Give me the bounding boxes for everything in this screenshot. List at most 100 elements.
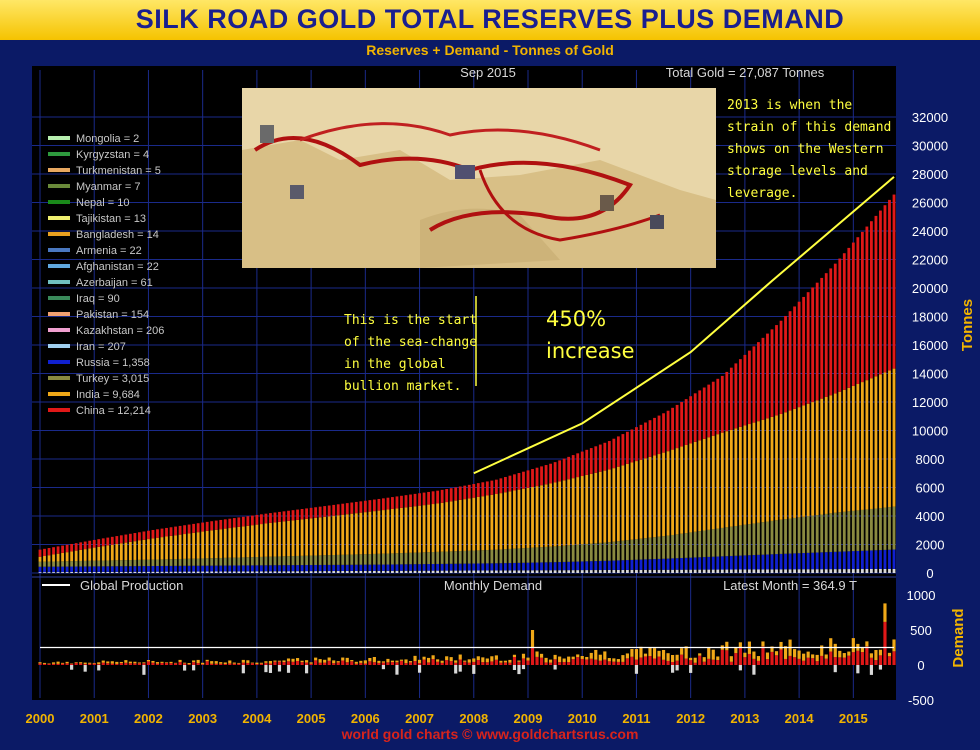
bar-others — [585, 570, 589, 573]
monthly-bar-china — [268, 663, 273, 665]
bar-india — [106, 545, 110, 561]
monthly-bar-china — [783, 658, 788, 665]
monthly-bar-india — [413, 655, 417, 661]
monthly-bar-china — [860, 652, 864, 665]
date-label: Sep 2015 — [460, 65, 516, 80]
bar-russia — [553, 562, 557, 571]
bar-russia — [368, 564, 372, 571]
monthly-bar-china — [761, 646, 765, 665]
monthly-bar-china — [205, 661, 209, 665]
bar-others — [770, 569, 774, 573]
bar-turkey — [892, 506, 896, 550]
bar-turkey — [350, 554, 354, 565]
y-tick-label: 4000 — [916, 509, 945, 524]
bar-others — [761, 569, 765, 573]
bar-china — [671, 407, 674, 450]
monthly-bar-china — [603, 659, 607, 665]
monthly-bar-india — [51, 662, 56, 664]
bar-turkey — [738, 525, 742, 556]
bar-india — [309, 518, 313, 556]
bar-turkey — [52, 561, 55, 567]
monthly-bar-india — [603, 651, 607, 660]
monthly-bar-india — [594, 649, 598, 660]
bar-russia — [147, 566, 150, 572]
bar-others — [43, 572, 46, 573]
bar-india — [282, 521, 286, 557]
bar-china — [693, 393, 697, 442]
bar-russia — [494, 563, 498, 571]
bar-turkey — [413, 552, 417, 565]
bar-turkey — [544, 546, 548, 563]
monthly-bar-china — [363, 663, 367, 665]
bar-turkey — [472, 550, 476, 564]
bar-turkey — [124, 560, 128, 567]
bar-russia — [639, 559, 643, 570]
bar-russia — [580, 561, 584, 571]
bar-china — [101, 538, 105, 547]
bar-others — [494, 570, 498, 573]
demand-axis-label: Demand — [950, 608, 967, 667]
monthly-bar-china — [354, 663, 358, 665]
monthly-bar-china — [445, 660, 449, 665]
bar-russia — [305, 565, 308, 572]
bar-russia — [513, 562, 516, 571]
x-tick-label: 2004 — [242, 711, 272, 726]
monthly-bar-india — [350, 660, 354, 662]
bar-others — [449, 570, 453, 573]
bar-china — [214, 520, 218, 530]
monthly-bar-china — [70, 663, 74, 665]
monthly-bar-china — [386, 662, 390, 665]
monthly-bar-india — [512, 654, 517, 658]
monthly-bar-india — [101, 660, 105, 663]
monthly-bar-india — [499, 660, 503, 663]
monthly-bar-china — [598, 660, 602, 665]
bar-others — [282, 571, 286, 573]
bar-turkey — [305, 555, 308, 566]
bar-others — [260, 571, 263, 573]
bar-turkey — [824, 513, 828, 553]
monthly-bar-india — [83, 662, 87, 665]
bar-others — [119, 571, 123, 573]
bar-china — [92, 539, 96, 548]
bar-russia — [770, 554, 774, 570]
bar-others — [345, 570, 349, 573]
bar-india — [79, 549, 83, 561]
monthly-bar-china — [295, 660, 300, 665]
bar-russia — [463, 563, 467, 571]
monthly-bar-china — [472, 661, 476, 665]
bar-turkey — [485, 550, 489, 564]
bar-others — [571, 570, 575, 573]
total-label: Total Gold = 27,087 Tonnes — [666, 65, 825, 80]
monthly-bar-negative — [192, 665, 196, 671]
monthly-bar-india — [92, 662, 96, 664]
bar-china — [888, 199, 891, 371]
monthly-bar-negative — [869, 665, 873, 675]
bar-china — [567, 456, 571, 480]
monthly-bar-india — [183, 662, 187, 664]
bar-turkey — [702, 530, 706, 558]
bar-china — [806, 292, 810, 404]
bar-russia — [187, 565, 191, 572]
monthly-demand-label: Monthly Demand — [444, 578, 542, 593]
bar-china — [264, 513, 268, 524]
monthly-bar-india — [264, 661, 268, 663]
monthly-bar-china — [377, 662, 381, 665]
bar-others — [576, 570, 580, 573]
monthly-bar-china — [711, 659, 715, 665]
bar-china — [241, 516, 245, 527]
bar-china — [61, 545, 64, 553]
bar-russia — [657, 558, 661, 570]
monthly-bar-china — [327, 660, 331, 665]
monthly-bar-china — [196, 663, 200, 665]
bar-china — [499, 478, 503, 494]
monthly-bar-china — [616, 661, 620, 665]
bar-russia — [201, 565, 205, 572]
monthly-bar-china — [449, 661, 453, 665]
x-tick-label: 2012 — [676, 711, 705, 726]
monthly-bar-india — [716, 656, 720, 661]
monthly-bar-china — [729, 661, 733, 665]
bar-russia — [269, 565, 272, 572]
bar-turkey — [531, 547, 534, 563]
bar-others — [291, 571, 295, 573]
bar-others — [666, 569, 670, 573]
